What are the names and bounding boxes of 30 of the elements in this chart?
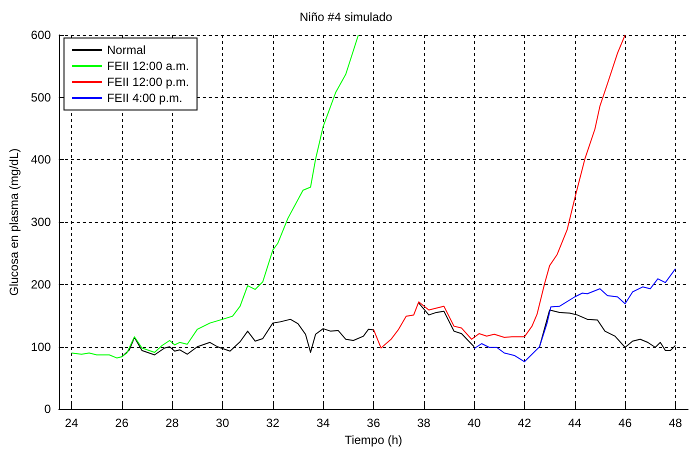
y-tick-label: 400 — [30, 152, 52, 167]
x-tick-label: 38 — [417, 416, 431, 430]
y-tick-label: 200 — [30, 277, 52, 292]
x-tick-label: 24 — [64, 416, 78, 430]
legend-label: FEII 12:00 a.m. — [107, 59, 190, 73]
chart-title: Niño #4 simulado — [300, 10, 393, 24]
x-tick-label: 42 — [518, 416, 532, 430]
y-tick-label: 100 — [30, 340, 52, 354]
y-tick-label: 300 — [30, 215, 52, 230]
y-axis-title: Glucosa en plasma (mg/dL) — [7, 148, 21, 296]
x-tick-label: 48 — [668, 416, 682, 430]
line-series — [372, 34, 626, 348]
line-series — [71, 34, 359, 358]
y-tick-label: 500 — [30, 90, 52, 104]
x-tick-label: 34 — [316, 416, 330, 430]
x-tick-label: 40 — [467, 416, 482, 430]
legend-label: Normal — [107, 43, 146, 57]
legend-label: FEII 4:00 p.m. — [107, 91, 182, 105]
line-series — [474, 268, 676, 362]
x-tick-label: 30 — [216, 416, 230, 430]
x-tick-label: 28 — [165, 416, 180, 430]
x-tick-label: 46 — [618, 416, 632, 430]
y-tick-label: 600 — [30, 28, 52, 42]
y-tick-label: 0 — [44, 402, 52, 416]
x-tick-label: 32 — [266, 416, 280, 430]
x-axis-title: Tiempo (h) — [344, 433, 402, 447]
x-tick-label: 36 — [366, 416, 380, 430]
x-tick-label: 26 — [115, 416, 129, 430]
x-tick-label: 44 — [568, 416, 582, 430]
legend-label: FEII 12:00 p.m. — [107, 75, 190, 89]
